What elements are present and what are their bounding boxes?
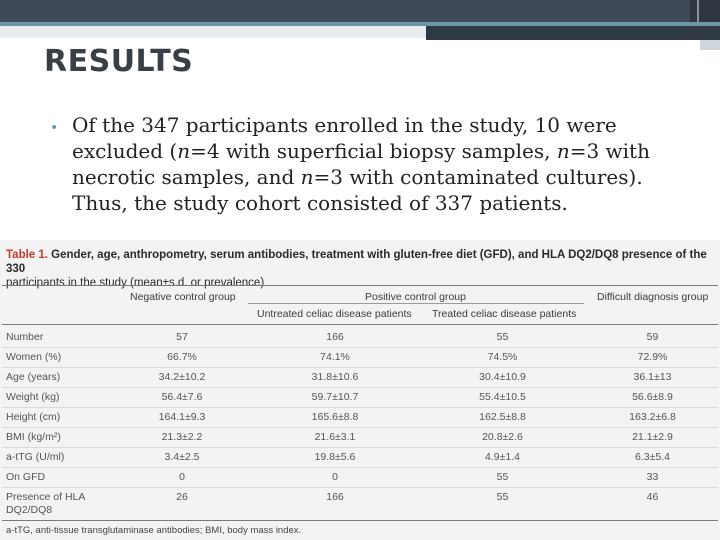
row-label: Presence of HLA [6,491,86,503]
cell-difficult: 33 [646,471,659,483]
cell-treated: 162.5±8.8 [479,411,526,423]
top-decor-band-right [690,0,720,22]
cell-difficult: 46 [646,491,659,503]
cell-untreated: 74.1% [320,351,350,363]
cell-negative: 66.7% [167,351,197,363]
cell-treated: 74.5% [487,351,518,363]
gray-decor-band [0,26,426,38]
cell-untreated: 165.6±8.8 [311,411,359,423]
cell-difficult: 72.9% [637,351,668,363]
table-row: On GFD 0 0 55 33 [0,468,720,487]
cell-untreated: 31.8±10.6 [311,371,359,383]
cell-negative: 26 [176,491,188,503]
table-row: Women (%) 66.7% 74.1% 74.5% 72.9% [0,348,720,367]
cell-negative: 164.1±9.3 [158,411,206,423]
bullet-item: • Of the 347 participants enrolled in th… [50,112,690,216]
cell-treated: 20.8±2.6 [482,431,523,443]
row-separator [2,407,718,408]
table-caption-text: Gender, age, anthropometry, serum antibo… [6,249,707,275]
cell-untreated: 19.8±5.6 [314,451,356,463]
row-separator [2,447,718,448]
row-separator [2,427,718,428]
bullet-dot-icon: • [50,120,59,136]
row-separator [2,467,718,468]
cell-difficult: 59 [646,331,659,343]
top-decor-band [0,0,720,22]
bullet-text-part: Of the 347 participants enrolled in the … [72,113,617,163]
table-row: a-tTG (U/ml) 3.4±2.5 19.8±5.6 4.9±1.4 6.… [0,448,720,467]
top-decor-tick [697,0,699,22]
cell-negative: 3.4±2.5 [164,451,200,463]
cell-untreated: 21.6±3.1 [314,431,356,443]
header-difficult-diagnosis: Difficult diagnosis group [597,291,709,303]
slide-title: RESULTS [44,44,194,79]
cell-negative: 0 [179,471,185,483]
cell-treated: 4.9±1.4 [485,451,520,463]
table-caption: Table 1. Gender, age, anthropometry, ser… [6,248,718,290]
bullet-text-part: =3 with contaminated cultures). Thus, th… [72,165,643,215]
cell-treated: 55 [496,331,509,343]
dark-accent-block [426,26,720,40]
table-caption-subtext: participants in the study (mean±s.d. or … [6,277,265,289]
row-label: a-tTG (U/ml) [6,451,65,463]
table-row: Weight (kg) 56.4±7.6 59.7±10.7 55.4±10.5… [0,388,720,407]
cell-treated: 30.4±10.9 [479,371,526,383]
cell-untreated: 59.7±10.7 [311,391,359,403]
row-label: BMI (kg/m²) [6,431,61,443]
bullet-text-part: =4 with superficial biopsy samples, [190,139,557,163]
cell-difficult: 56.6±8.9 [632,391,673,403]
row-label: Number [6,331,44,343]
row-label: Height (cm) [6,411,61,423]
cell-negative: 34.2±10.2 [158,371,206,383]
row-label: On GFD [6,471,46,483]
table-row: Number 57 166 55 59 [0,328,720,347]
row-separator [2,367,718,368]
cell-negative: 56.4±7.6 [161,391,203,403]
table-row: Age (years) 34.2±10.2 31.8±10.6 30.4±10.… [0,368,720,387]
row-separator [2,487,718,488]
row-label: Age (years) [6,371,61,383]
light-accent-block [700,40,720,50]
table-footnote: a-tTG, anti-tissue transglutaminase anti… [6,525,302,536]
bullet-italic-n: n [300,165,314,189]
row-label-line2: DQ2/DQ8 [6,504,53,516]
cell-negative: 57 [176,331,188,343]
table-row: Height (cm) 164.1±9.3 165.6±8.8 162.5±8.… [0,408,720,427]
teal-accent-line [0,22,720,26]
table-header-rule [2,324,718,325]
cell-untreated: 166 [326,331,344,343]
bullet-text: Of the 347 participants enrolled in the … [72,112,690,216]
header-treated: Treated celiac disease patients [432,308,577,320]
cell-untreated: 166 [326,491,344,503]
header-group-rule [248,303,584,304]
row-separator [2,387,718,388]
bullet-italic-n: n [177,139,191,163]
table-figure: Table 1. Gender, age, anthropometry, ser… [0,240,720,540]
cell-treated: 55 [496,491,509,503]
table-bottom-rule [2,520,718,521]
table-row: Presence of HLA DQ2/DQ8 26 166 55 46 [0,488,720,518]
row-separator [2,347,718,348]
bullet-italic-n: n [556,139,570,163]
table-label: Table 1. [6,249,48,261]
cell-difficult: 21.1±2.9 [632,431,673,443]
cell-untreated: 0 [332,471,338,483]
row-label: Weight (kg) [6,391,60,403]
cell-difficult: 6.3±5.4 [635,451,670,463]
cell-treated: 55 [496,471,509,483]
cell-treated: 55.4±10.5 [479,391,526,403]
header-negative-control: Negative control group [130,291,236,303]
header-untreated: Untreated celiac disease patients [257,308,412,320]
row-label: Women (%) [6,351,62,363]
bullet-text-part: =3 with necrotic samples, and [72,139,650,189]
cell-negative: 21.3±2.2 [161,431,203,443]
header-positive-control: Positive control group [365,291,466,303]
cell-difficult: 36.1±13 [633,371,672,383]
cell-difficult: 163.2±6.8 [629,411,676,423]
table-row: BMI (kg/m²) 21.3±2.2 21.6±3.1 20.8±2.6 2… [0,428,720,447]
table-top-rule [2,285,718,286]
